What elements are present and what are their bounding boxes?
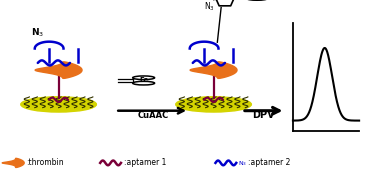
Text: :thrombin: :thrombin [26,158,64,167]
Text: Fe: Fe [139,77,148,84]
Text: :aptamer 1: :aptamer 1 [124,158,166,167]
Text: N$_3$: N$_3$ [238,159,247,168]
Text: DPV: DPV [253,110,275,120]
Text: N$_3$: N$_3$ [204,1,215,13]
Polygon shape [2,158,24,167]
Text: N: N [212,0,217,2]
Text: N$_3$: N$_3$ [31,26,45,39]
Polygon shape [190,62,237,78]
Text: :aptamer 2: :aptamer 2 [248,158,290,167]
Polygon shape [35,62,82,78]
Text: CuAAC: CuAAC [138,111,169,120]
Ellipse shape [21,97,96,112]
Ellipse shape [176,97,251,112]
